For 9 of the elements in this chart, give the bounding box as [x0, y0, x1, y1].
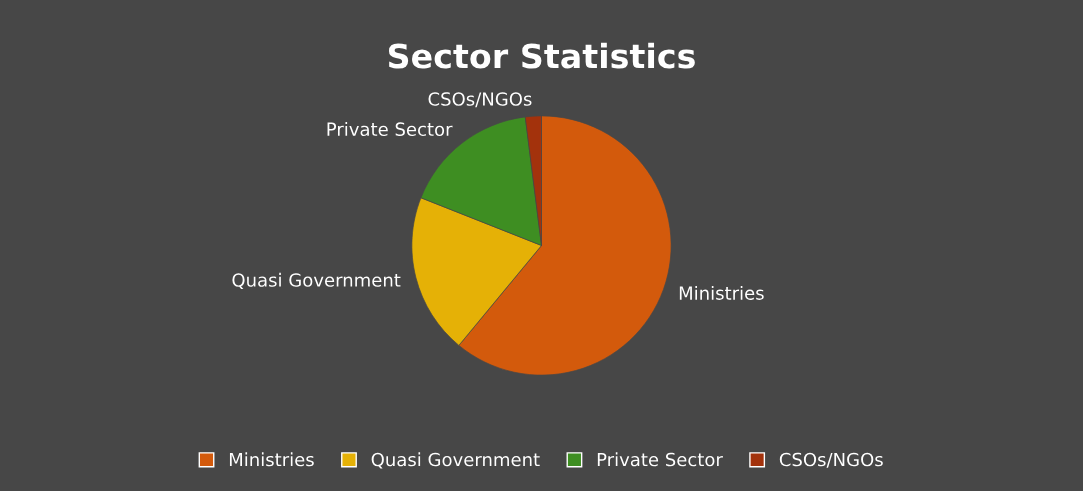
legend-label: Private Sector	[597, 452, 723, 467]
legend-label: Quasi Government	[371, 452, 540, 469]
slice-label: Quasi Government	[232, 272, 401, 289]
legend-label: CSOs/NGOs	[779, 452, 883, 468]
slice-label: CSOs/NGOs	[428, 92, 532, 108]
slice-label: Ministries	[679, 285, 764, 300]
chart-title: Sector Statistics	[388, 42, 695, 69]
legend-label: Ministries	[229, 452, 314, 467]
slice-label: Private Sector	[327, 122, 453, 137]
